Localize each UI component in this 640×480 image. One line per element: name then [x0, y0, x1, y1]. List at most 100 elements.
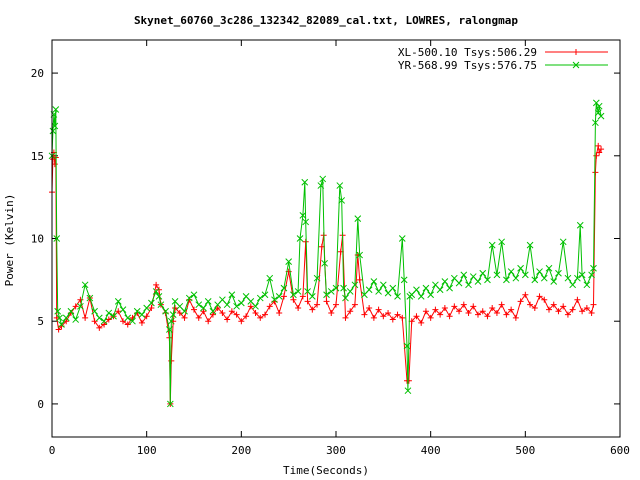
data-point	[195, 314, 202, 321]
legend-label: YR-568.99 Tsys:576.75	[398, 59, 537, 72]
data-point	[550, 278, 558, 285]
data-point	[338, 197, 346, 204]
data-point	[527, 301, 534, 308]
data-point	[370, 278, 378, 285]
data-point	[413, 286, 420, 294]
data-point	[346, 288, 354, 295]
data-point	[204, 298, 212, 305]
data-point	[228, 291, 236, 299]
data-point	[332, 284, 340, 292]
data-point	[91, 307, 98, 315]
data-point	[498, 301, 505, 308]
data-point	[256, 294, 264, 302]
data-point	[456, 308, 463, 315]
data-point	[296, 235, 304, 242]
data-point	[404, 387, 412, 395]
data-point	[266, 274, 274, 282]
data-point	[465, 281, 472, 289]
data-point	[301, 178, 309, 186]
data-point	[379, 281, 387, 289]
data-point	[271, 296, 278, 304]
data-point	[399, 314, 406, 321]
data-point	[261, 291, 269, 299]
data-point	[327, 288, 335, 295]
data-point	[101, 321, 108, 328]
data-point	[507, 268, 515, 275]
data-point	[403, 342, 411, 350]
data-point	[223, 301, 231, 309]
data-point	[441, 278, 449, 285]
data-point	[489, 304, 496, 311]
data-point	[54, 307, 62, 315]
data-point	[148, 299, 155, 307]
data-point	[583, 304, 590, 311]
data-point	[51, 161, 58, 168]
data-point	[531, 276, 539, 284]
data-point	[451, 303, 458, 310]
data-point	[91, 318, 98, 325]
data-point	[299, 211, 307, 219]
plot-frame	[51, 39, 621, 438]
data-point	[77, 296, 84, 303]
data-point	[129, 317, 136, 325]
data-point	[266, 303, 273, 310]
data-point	[361, 311, 368, 318]
data-point	[413, 313, 420, 320]
data-point	[195, 301, 203, 309]
data-point	[110, 312, 117, 320]
data-point	[493, 271, 501, 279]
data-point	[470, 303, 477, 310]
data-point	[72, 303, 79, 310]
data-point	[446, 284, 453, 292]
data-point	[336, 182, 344, 189]
data-point	[498, 238, 506, 246]
data-point	[176, 309, 183, 316]
data-point	[314, 301, 321, 308]
data-point	[526, 241, 534, 249]
x-axis-label: Time(Seconds)	[283, 464, 369, 477]
data-point	[588, 309, 595, 316]
data-point	[592, 169, 599, 176]
data-point	[427, 314, 434, 321]
data-point	[295, 304, 302, 311]
data-point	[238, 318, 245, 325]
data-point	[152, 288, 160, 295]
data-point	[114, 298, 122, 305]
data-point	[437, 311, 444, 318]
data-point	[317, 182, 325, 189]
data-point	[541, 296, 548, 303]
data-point	[200, 308, 207, 315]
x-tick-label: 100	[137, 444, 157, 457]
data-point	[308, 293, 316, 300]
series-2	[48, 99, 605, 408]
data-point	[597, 112, 605, 120]
data-point	[351, 281, 359, 289]
data-point	[96, 324, 103, 331]
data-point	[465, 309, 472, 316]
legend-label: XL-500.10 Tsys:506.29	[398, 46, 537, 59]
data-point	[354, 215, 362, 223]
data-point	[394, 311, 401, 318]
data-point	[569, 281, 577, 289]
data-point	[138, 319, 145, 326]
data-point	[290, 291, 297, 299]
data-point	[133, 307, 141, 315]
data-point	[479, 308, 486, 315]
data-point	[172, 304, 179, 311]
data-point	[247, 303, 254, 310]
data-point	[593, 152, 600, 159]
y-tick-label: 15	[31, 150, 44, 163]
data-point	[181, 307, 188, 315]
data-point	[503, 276, 510, 284]
data-point	[275, 293, 283, 300]
x-tick-label: 0	[49, 444, 56, 457]
data-point	[120, 318, 126, 325]
data-point	[356, 276, 363, 283]
data-point	[536, 293, 543, 300]
data-point	[181, 314, 188, 321]
data-point	[488, 241, 496, 249]
data-point	[517, 298, 524, 305]
plot-area	[48, 99, 605, 408]
